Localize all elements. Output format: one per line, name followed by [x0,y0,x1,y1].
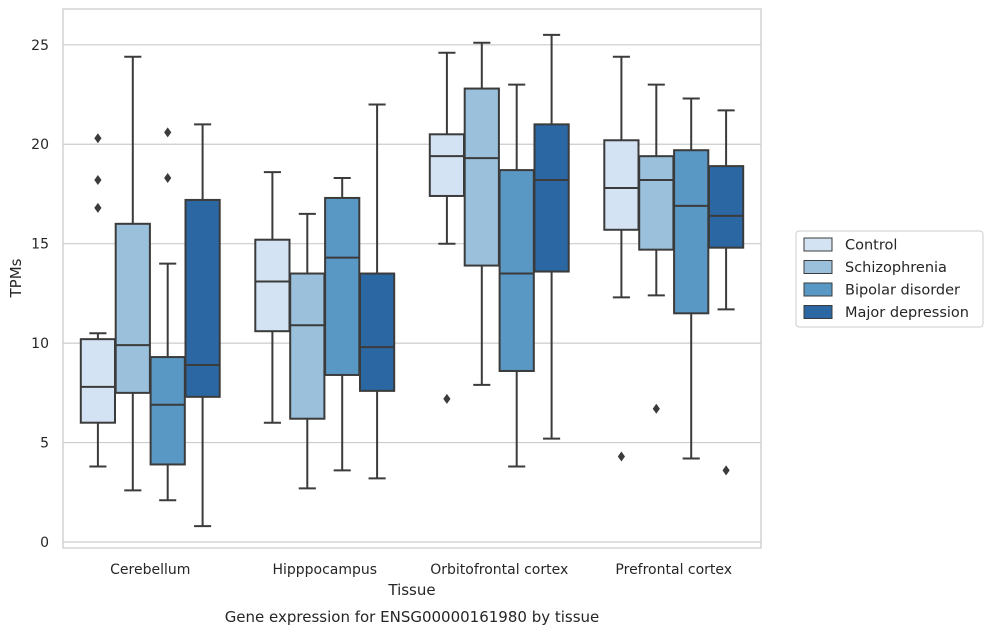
box-body [603,139,640,231]
box-bipolar-disorder [324,177,361,472]
outlier-point [164,127,172,138]
box-bipolar-disorder [673,97,710,460]
box-body [463,87,500,267]
box-body [638,155,675,251]
legend-frame [795,230,984,328]
box-body [533,123,570,273]
box-bipolar-disorder [149,127,186,502]
box-body [707,165,745,249]
outlier-point [164,173,172,184]
legend-swatch [803,260,833,274]
y-tick-label: 15 [31,237,49,253]
outlier-point [617,451,625,462]
legend-label: Schizophrenia [845,260,947,276]
y-axis-label: TPMs [7,258,25,298]
box-major-depression [707,109,745,476]
x-tick-label: Cerebellum [110,562,190,578]
box-control [428,51,466,404]
box-control [79,133,117,468]
y-tick-label: 20 [31,137,49,153]
legend: Control Schizophrenia Bipolar disorder Majo… [795,230,984,328]
outlier-point [94,133,102,144]
x-axis-label: Tissue [387,581,435,599]
box-schizophrenia [638,83,675,414]
y-tick-label: 0 [40,535,49,551]
box-body [114,222,151,394]
box-major-depression [533,33,570,440]
box-body [289,272,326,420]
box-major-depression [358,103,396,480]
box-schizophrenia [289,212,326,490]
y-tick-labels: 0 5 10 15 20 25 [31,38,49,551]
box-major-depression [184,123,221,528]
box-body [358,272,396,392]
box-control [603,55,640,462]
box-schizophrenia [114,55,151,492]
y-tick-label: 25 [31,38,49,54]
box-body [498,169,535,372]
outlier-point [652,403,660,414]
legend-label: Bipolar disorder [845,283,960,299]
x-tick-labels: Cerebellum Hipppocampus Orbitofrontal cort… [110,562,732,578]
outlier-point [722,465,730,476]
outlier-point [443,393,451,404]
outlier-point [94,175,102,186]
legend-label: Major depression [845,305,969,321]
box-body [254,238,291,333]
box-body [428,133,466,197]
box-body [149,356,186,466]
legend-swatch [803,282,833,297]
legend-label: Control [845,238,897,254]
boxes [79,33,745,528]
box-control [254,171,291,424]
box-body [184,198,221,398]
box-schizophrenia [463,41,500,386]
legend-swatch [803,237,833,252]
box-bipolar-disorder [498,83,535,468]
y-tick-label: 10 [31,336,49,352]
outlier-point [94,202,102,213]
x-tick-label: Prefrontal cortex [615,562,732,578]
x-tick-label: Hipppocampus [272,562,377,578]
plot-area [62,8,762,549]
box-body [324,196,361,376]
y-tick-label: 5 [40,436,49,452]
legend-swatch [803,305,833,319]
x-tick-label: Orbitofrontal cortex [430,562,568,578]
box-body [673,149,710,315]
box-body [79,338,117,424]
chart-caption: Gene expression for ENSG00000161980 by t… [225,608,600,626]
